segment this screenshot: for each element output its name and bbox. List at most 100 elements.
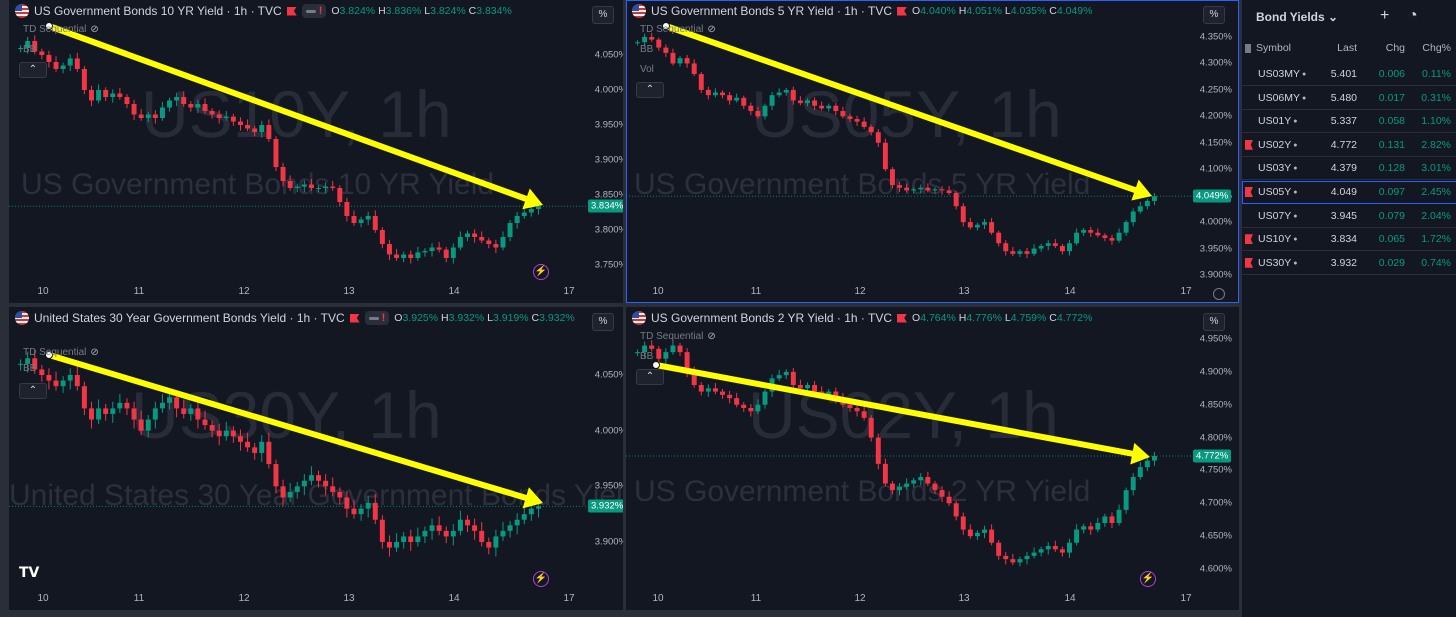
indicator-legend-item[interactable]: BB [640, 44, 653, 55]
symbol-title[interactable]: US Government Bonds 5 YR Yield · 1h · TV… [651, 4, 893, 18]
eye-hidden-icon[interactable]: ⊘ [707, 24, 716, 35]
red-flag-icon[interactable] [1245, 187, 1253, 197]
candle-body [904, 187, 910, 191]
indicator-legend-item[interactable]: BB [23, 363, 36, 374]
time-axis[interactable]: 10 11 12 13 14 17 [9, 286, 623, 300]
time-axis[interactable]: 10 11 12 13 14 17 [626, 593, 1239, 607]
candle-body [209, 111, 215, 115]
indicator-legend-item[interactable]: BB [640, 351, 653, 362]
chart-pane-p30[interactable]: US30Y, 1h United States 30 Year Governmen… [9, 307, 623, 610]
tradingview-logo[interactable]: TV [19, 565, 40, 581]
collapse-legend-button[interactable]: ⌃ [636, 82, 664, 98]
watchlist-row[interactable]: US30Y 3.932 0.029 0.74% [1242, 252, 1456, 275]
price-axis[interactable]: 4.350% 4.300% 4.250% 4.200% 4.150% 4.100% 4.05… [626, 0, 1237, 303]
events-bolt-icon[interactable]: ⚡ [533, 571, 549, 587]
legend-status-pill[interactable]: ! [301, 4, 327, 18]
indicator-legend-item[interactable]: TD Sequential ⊘ [640, 331, 716, 342]
eye-hidden-icon[interactable]: ⊘ [90, 347, 99, 358]
watchlist-panel: Bond Yields ⌄ + ◔ Symbol Last Chg Chg% US03MY 5.… [1241, 0, 1456, 617]
watchlist-row[interactable]: US07Y 3.945 0.079 2.04% [1242, 205, 1456, 228]
collapse-legend-button[interactable]: ⌃ [19, 62, 47, 78]
candle-body [1151, 455, 1157, 461]
watchlist-row[interactable]: US02Y 4.772 0.131 2.82% [1242, 134, 1456, 157]
candle-body [635, 42, 641, 44]
time-tick-label: 11 [133, 593, 145, 604]
candle-body [486, 240, 492, 244]
ohlc-key-c: C [1049, 5, 1057, 17]
percent-scale-button[interactable]: % [592, 6, 614, 24]
collapse-legend-button[interactable]: ⌃ [636, 369, 664, 385]
indicator-legend-item[interactable]: TD Sequential ⊘ [640, 24, 716, 35]
settings-gear-icon[interactable] [1213, 288, 1225, 300]
candle-body [677, 58, 683, 64]
percent-scale-button[interactable]: % [1203, 313, 1225, 331]
candle-body [344, 202, 350, 216]
watchlist-row[interactable]: US03MY 5.401 0.006 0.11% [1242, 63, 1456, 86]
candle-body [684, 352, 690, 372]
red-flag-icon[interactable] [349, 313, 360, 323]
red-flag-icon[interactable] [897, 313, 908, 323]
candle-body [401, 536, 407, 542]
symbol-title[interactable]: US Government Bonds 10 YR Yield · 1h · T… [34, 4, 282, 18]
percent-scale-button[interactable]: % [1203, 6, 1225, 24]
red-flag-icon[interactable] [286, 6, 297, 16]
symbol-title[interactable]: US Government Bonds 2 YR Yield · 1h · TV… [651, 311, 893, 325]
indicator-legend-item[interactable]: TD Sequential ⊘ [23, 347, 99, 358]
watchlist-chgp: 1.10% [1421, 115, 1451, 128]
eye-hidden-icon[interactable]: ⊘ [707, 331, 716, 342]
candle-body [967, 222, 973, 228]
red-flag-icon[interactable] [897, 6, 908, 16]
candle-body [712, 92, 718, 96]
indicator-legend-item[interactable]: BB [23, 44, 36, 55]
candle-body [408, 254, 414, 258]
collapse-legend-button[interactable]: ⌃ [19, 383, 47, 399]
advanced-view-icon[interactable]: ◔ [1408, 7, 1418, 24]
percent-scale-button[interactable]: % [592, 313, 614, 331]
column-header-chgp[interactable]: Chg% [1422, 42, 1451, 54]
column-header-last[interactable]: Last [1337, 42, 1357, 54]
candle-body [734, 398, 740, 405]
ohlc-key-l: L [487, 312, 493, 324]
chart-pane-p02[interactable]: US02Y, 1h US Government Bonds 2 YR Yield 4… [626, 307, 1239, 610]
indicator-legend-item[interactable]: Vol [640, 64, 654, 75]
red-flag-icon[interactable] [1245, 257, 1253, 268]
plot-area [626, 340, 1191, 567]
candle-body [918, 477, 924, 481]
time-axis[interactable]: 10 11 12 13 14 17 [626, 286, 1239, 300]
legend-status-pill[interactable]: ! [364, 311, 390, 325]
watchlist-row[interactable]: US03Y 4.379 0.128 3.01% [1242, 157, 1456, 181]
candle-body [53, 380, 59, 387]
red-flag-icon[interactable] [1245, 139, 1253, 150]
arrow-start-point [45, 351, 53, 359]
watchlist-row[interactable]: US06MY 5.480 0.017 0.31% [1242, 87, 1456, 110]
price-axis[interactable]: 4.050% 4.000% 3.950% 3.900% 3.850% 3.800% 3.75… [9, 0, 623, 303]
candle-body [1088, 230, 1094, 233]
time-axis[interactable]: 10 11 12 13 14 17 [9, 593, 623, 607]
ohlc-key-o: O [331, 5, 340, 17]
symbol-title[interactable]: United States 30 Year Government Bonds Y… [34, 311, 345, 325]
header-flag-icon [1245, 44, 1251, 53]
events-bolt-icon[interactable]: ⚡ [533, 264, 549, 280]
watchlist-row[interactable]: US01Y 5.337 0.058 1.10% [1242, 110, 1456, 134]
red-flag-icon[interactable] [1245, 234, 1253, 245]
candle-body [635, 352, 641, 354]
chart-pane-p05[interactable]: US05Y, 1h US Government Bonds 5 YR Yield 4… [626, 0, 1239, 303]
price-tick-label: 3.900% [1199, 269, 1232, 281]
watchlist-row[interactable]: US10Y 3.834 0.065 1.72% [1242, 228, 1456, 252]
price-axis[interactable]: 4.950% 4.900% 4.850% 4.800% 4.750% 4.700% 4.65… [626, 307, 1237, 610]
candle-body [386, 244, 392, 255]
time-tick-label: 11 [133, 286, 145, 297]
watchlist-row[interactable]: US05Y 4.049 0.097 2.45% [1242, 181, 1456, 204]
watchlist-title[interactable]: Bond Yields ⌄ [1256, 10, 1338, 24]
candle-body [932, 483, 938, 491]
add-symbol-icon[interactable]: + [1380, 7, 1390, 24]
events-bolt-icon[interactable]: ⚡ [1140, 571, 1156, 587]
pill-warning-mark: ! [381, 312, 386, 324]
candle-body [372, 216, 378, 230]
column-header-symbol[interactable]: Symbol [1256, 42, 1292, 54]
eye-hidden-icon[interactable]: ⊘ [90, 24, 99, 35]
column-header-chg[interactable]: Chg [1385, 42, 1405, 54]
price-axis[interactable]: 4.050% 4.000% 3.950% 3.900% [9, 307, 623, 610]
indicator-legend-item[interactable]: TD Sequential ⊘ [23, 24, 99, 35]
